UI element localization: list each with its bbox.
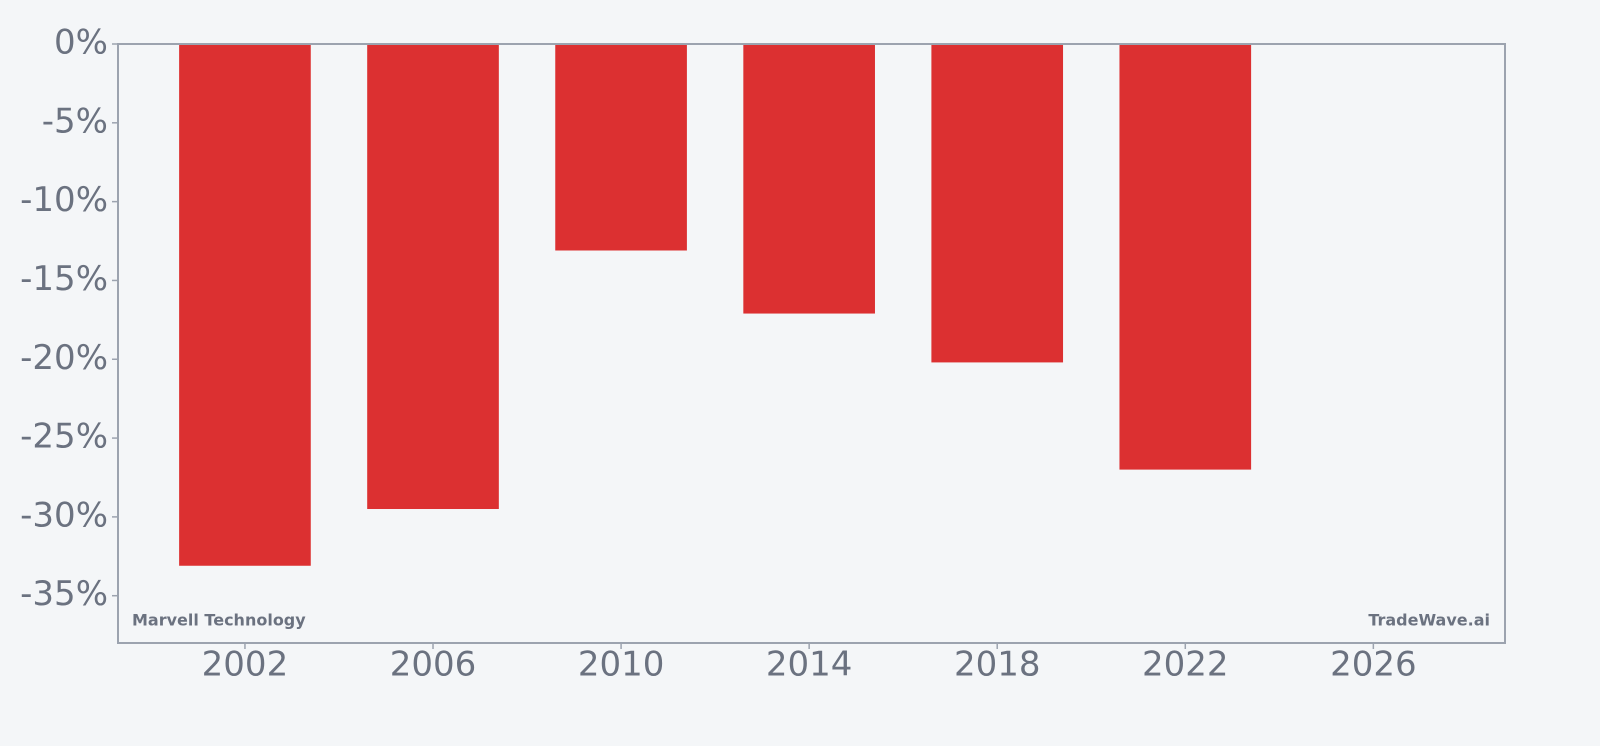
- y-tick-label: -25%: [20, 417, 108, 457]
- y-tick-label: -5%: [42, 101, 108, 141]
- x-tick-label: 2022: [1142, 645, 1229, 685]
- x-tick-label: 2010: [578, 645, 665, 685]
- y-tick-label: -15%: [20, 259, 108, 299]
- bar: [743, 44, 875, 314]
- annotation: TradeWave.ai: [1368, 611, 1490, 630]
- bar: [931, 44, 1064, 363]
- y-tick-label: -10%: [20, 180, 108, 220]
- x-tick-label: 2002: [202, 645, 289, 685]
- y-tick-label: -30%: [20, 495, 108, 535]
- y-tick-label: -35%: [20, 574, 108, 614]
- x-tick-label: 2014: [766, 645, 853, 685]
- bar: [1119, 44, 1252, 470]
- x-tick-label: 2018: [954, 645, 1041, 685]
- bar: [179, 44, 311, 566]
- y-tick-label: 0%: [54, 23, 108, 63]
- y-tick-label: -20%: [20, 338, 108, 378]
- plot-frame: [117, 43, 1506, 644]
- bar: [555, 44, 687, 251]
- x-tick-label: 2026: [1330, 645, 1417, 685]
- annotation: Marvell Technology: [132, 611, 306, 630]
- x-tick-label: 2006: [390, 645, 477, 685]
- bar: [367, 44, 499, 510]
